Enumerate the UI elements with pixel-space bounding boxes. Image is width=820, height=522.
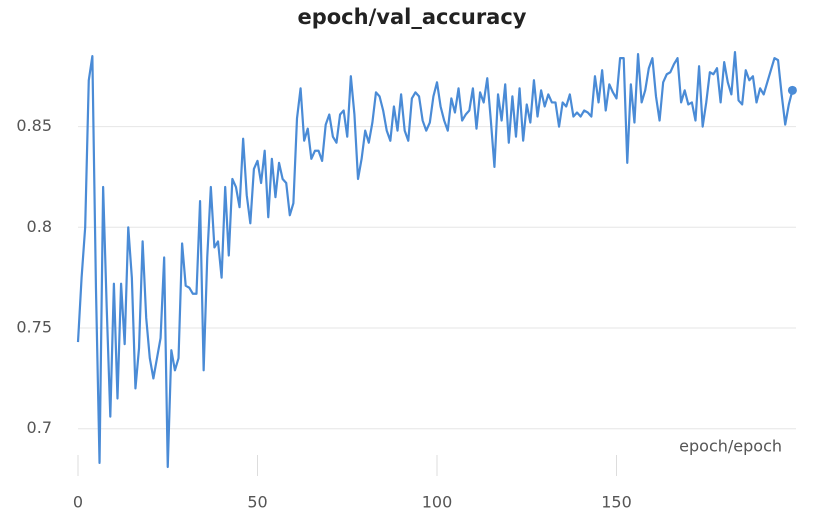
chart-title: epoch/val_accuracy [297, 5, 526, 29]
line-series [76, 50, 794, 469]
y-tick-label: 0.75 [16, 318, 52, 337]
y-tick-label: 0.8 [27, 217, 52, 236]
x-tick-label: 50 [247, 493, 267, 512]
y-tick-label: 0.7 [27, 418, 52, 437]
x-tick-label: 100 [422, 493, 453, 512]
y-tick-label: 0.85 [16, 116, 52, 135]
x-axis-label: epoch/epoch [679, 437, 782, 456]
last-point [787, 85, 797, 95]
x-tick-label: 0 [73, 493, 83, 512]
x-tick-label: 150 [601, 493, 632, 512]
